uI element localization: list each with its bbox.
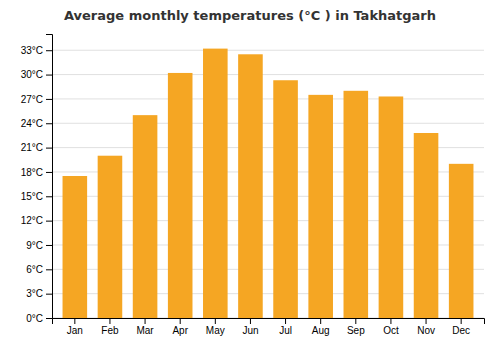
bar [379, 96, 404, 318]
y-tick-label: 27°C [21, 94, 43, 105]
bar [308, 95, 333, 318]
y-tick-mark [46, 269, 52, 270]
x-tick-mark [390, 318, 391, 324]
x-tick-mark [74, 318, 75, 324]
y-tick-label: 24°C [21, 118, 43, 129]
y-tick-mark [46, 99, 52, 100]
x-tick-mark [109, 318, 110, 324]
y-tick-label: 30°C [21, 69, 43, 80]
x-tick-mark [355, 318, 356, 324]
y-axis: 0°C 3°C 6°C 9°C 12°C 15°C 18°C 21°C 24°C 27°C 30°C… [21, 35, 53, 324]
y-tick-label: 18°C [21, 167, 43, 178]
bar [273, 80, 298, 318]
title: Average monthly temperatures (°C ) in Ta… [64, 8, 436, 23]
y-tick-mark [46, 50, 52, 51]
x-tick-mark [145, 318, 146, 324]
bars [63, 49, 474, 318]
x-tick-mark [285, 318, 286, 324]
y-tick: 21°C [21, 142, 52, 153]
grid-line [52, 98, 484, 99]
y-tick: 24°C [21, 118, 52, 129]
y-tick: 18°C [21, 167, 52, 178]
y-tick-label: 15°C [21, 191, 43, 202]
grid-line [52, 50, 484, 51]
x-tick: Jan [67, 318, 83, 336]
x-tick: Dec [452, 318, 470, 336]
bar [203, 49, 228, 318]
x-tick-label: Nov [417, 325, 435, 336]
y-tick: 27°C [21, 94, 52, 105]
x-tick: Nov [417, 318, 435, 336]
x-tick-mark [320, 318, 321, 324]
x-axis: Jan Feb Mar Apr May Jun Jul Aug Sep Oct Nov Dec [53, 318, 485, 336]
x-tick-label: Feb [101, 325, 119, 336]
x-tick-mark [180, 318, 181, 324]
grid-line [52, 74, 484, 75]
x-tick-mark [426, 318, 427, 324]
chart: 0°C 3°C 6°C 9°C 12°C 15°C 18°C 21°C 24°C 27°C 30°C… [0, 0, 500, 350]
y-tick: 9°C [26, 240, 52, 251]
y-tick: 33°C [21, 45, 52, 56]
y-tick-mark [46, 75, 52, 76]
y-axis-line [46, 35, 53, 319]
y-tick-label: 0°C [26, 313, 43, 324]
x-tick: May [206, 318, 225, 336]
y-tick-mark [46, 123, 52, 124]
y-tick-mark [46, 148, 52, 149]
grid-line [52, 123, 484, 124]
bar [98, 156, 123, 318]
y-tick-mark [46, 318, 52, 319]
x-tick: Apr [172, 318, 188, 336]
y-tick: 15°C [21, 191, 52, 202]
y-tick-label: 12°C [21, 215, 43, 226]
bar [414, 133, 439, 318]
plot: 0°C 3°C 6°C 9°C 12°C 15°C 18°C 21°C 24°C 27°C 30°C… [21, 35, 485, 337]
x-tick-label: Jul [279, 325, 292, 336]
x-tick-label: Apr [172, 325, 188, 336]
x-tick: Aug [312, 318, 330, 336]
x-tick-label: Aug [312, 325, 330, 336]
y-tick-mark [46, 245, 52, 246]
y-tick-mark [46, 172, 52, 173]
x-tick-label: Sep [347, 325, 365, 336]
x-tick-mark [215, 318, 216, 324]
x-tick: Jul [279, 318, 292, 336]
y-tick-mark [46, 294, 52, 295]
x-tick: Feb [101, 318, 119, 336]
y-tick: 30°C [21, 69, 52, 80]
y-tick-label: 6°C [26, 264, 43, 275]
x-tick-label: Mar [136, 325, 154, 336]
x-tick-mark [461, 318, 462, 324]
x-tick-label: Jan [67, 325, 83, 336]
y-tick: 3°C [26, 288, 52, 299]
y-tick: 0°C [26, 313, 52, 324]
bar [238, 54, 263, 318]
x-tick-label: May [206, 325, 225, 336]
x-tick: Sep [347, 318, 365, 336]
y-tick-label: 3°C [26, 288, 43, 299]
x-tick: Jun [242, 318, 258, 336]
x-tick-label: Dec [452, 325, 470, 336]
x-tick-mark [250, 318, 251, 324]
y-tick-mark [46, 221, 52, 222]
bar [63, 176, 88, 318]
grid [52, 50, 484, 318]
y-tick-label: 33°C [21, 45, 43, 56]
x-tick-label: Oct [383, 325, 399, 336]
x-tick: Mar [136, 318, 154, 336]
y-tick-label: 21°C [21, 142, 43, 153]
bar [344, 91, 369, 318]
x-tick: Oct [383, 318, 399, 336]
x-axis-line [53, 319, 485, 325]
y-tick: 12°C [21, 215, 52, 226]
x-tick-label: Jun [242, 325, 258, 336]
y-tick-mark [46, 196, 52, 197]
bar [168, 73, 193, 318]
bar [449, 164, 474, 318]
bar [133, 115, 158, 318]
y-tick: 6°C [26, 264, 52, 275]
y-tick-label: 9°C [26, 240, 43, 251]
